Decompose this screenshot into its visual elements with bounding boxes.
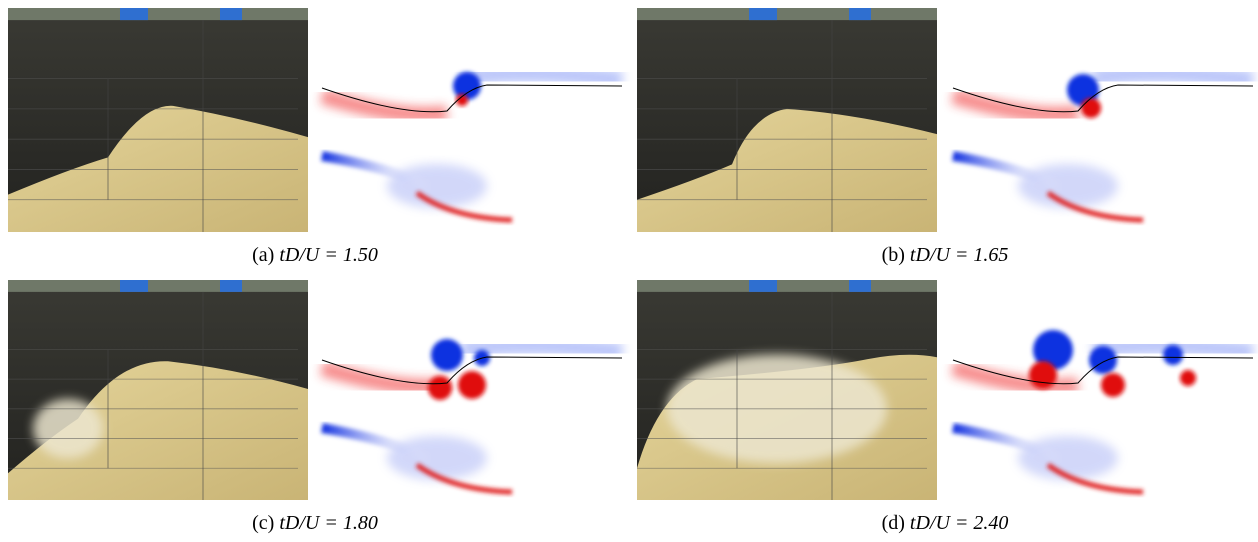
vorticity-blue <box>462 345 622 352</box>
vortex <box>431 339 463 371</box>
vortex <box>428 376 452 400</box>
tape <box>749 280 777 292</box>
caption-equation: tD/U = 2.40 <box>910 512 1009 534</box>
rail <box>637 8 937 20</box>
photo <box>637 8 937 232</box>
caption-label: (b) <box>882 244 905 266</box>
tape <box>849 8 871 20</box>
caption: (b) tD/U = 1.65 <box>882 244 1009 266</box>
caption: (a) tD/U = 1.50 <box>252 244 378 266</box>
caption-equation: tD/U = 1.50 <box>279 244 378 266</box>
caption-label: (a) <box>252 244 274 266</box>
tape <box>749 8 777 20</box>
simulation <box>953 280 1253 497</box>
caption-equation: tD/U = 1.65 <box>910 244 1009 266</box>
foam <box>33 399 103 458</box>
tape <box>120 8 148 20</box>
simulation <box>322 280 622 497</box>
vortex <box>1089 346 1117 374</box>
photo <box>637 280 937 500</box>
vortex <box>1101 373 1125 397</box>
figure: (a) tD/U = 1.50 (b) tD/U = 1.65 (c) tD/U =… <box>0 0 1258 542</box>
vortex <box>1180 370 1196 386</box>
panel: (a) tD/U = 1.50 <box>8 8 622 266</box>
simulation <box>953 8 1253 225</box>
photo <box>8 8 308 232</box>
vortex <box>1081 98 1101 118</box>
panel: (d) tD/U = 2.40 <box>637 280 1253 534</box>
photo <box>8 280 308 500</box>
rail <box>8 280 308 292</box>
simulation <box>322 8 622 225</box>
caption-label: (c) <box>252 512 274 534</box>
tape <box>849 280 871 292</box>
vortex <box>458 371 486 399</box>
tape <box>220 8 242 20</box>
vorticity-blue <box>462 73 622 80</box>
rail <box>637 280 937 292</box>
tape <box>220 280 242 292</box>
vorticity-blue <box>1093 73 1253 80</box>
vortex <box>453 72 481 100</box>
caption: (c) tD/U = 1.80 <box>252 512 378 534</box>
tape <box>120 280 148 292</box>
caption-label: (d) <box>882 512 905 534</box>
caption: (d) tD/U = 2.40 <box>882 512 1009 534</box>
rail <box>8 8 308 20</box>
vortex <box>1163 345 1183 365</box>
panel: (b) tD/U = 1.65 <box>637 8 1253 266</box>
panel: (c) tD/U = 1.80 <box>8 280 622 534</box>
panels: (a) tD/U = 1.50 (b) tD/U = 1.65 (c) tD/U =… <box>8 8 1253 534</box>
caption-equation: tD/U = 1.80 <box>279 512 378 534</box>
vortex <box>1029 361 1057 389</box>
